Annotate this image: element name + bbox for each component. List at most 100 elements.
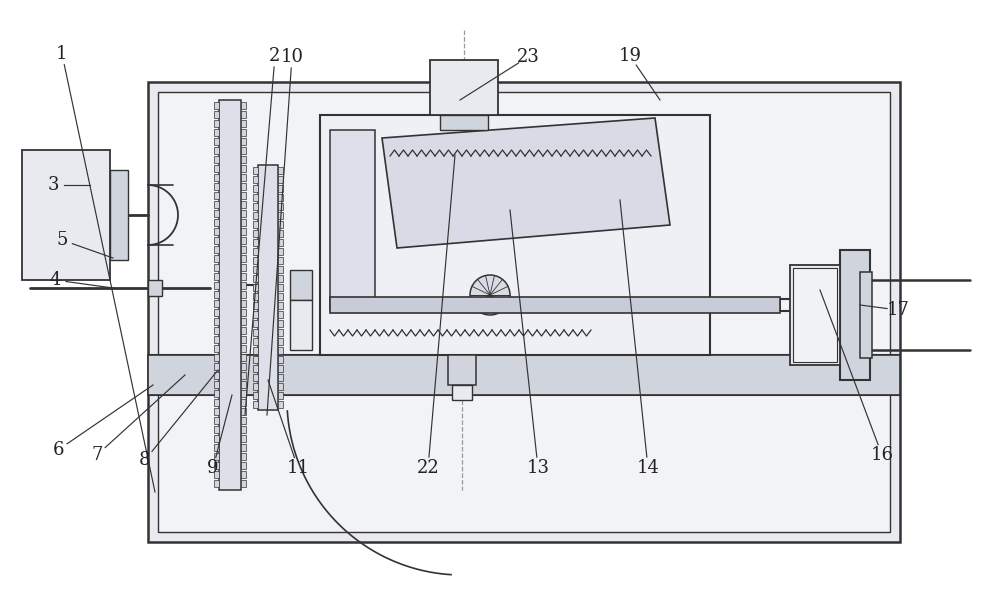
Bar (214, 381, 219, 388)
Bar (214, 165, 219, 172)
Bar (790, 265, 840, 365)
Bar (253, 329, 258, 336)
Bar (214, 453, 219, 460)
Bar (860, 272, 872, 358)
Bar (214, 435, 219, 442)
Bar (214, 183, 219, 190)
Bar (241, 453, 246, 460)
Bar (253, 239, 258, 246)
Bar (241, 165, 246, 172)
Bar (241, 327, 246, 334)
Bar (214, 363, 219, 370)
Bar (214, 174, 219, 181)
Bar (278, 383, 283, 390)
Bar (214, 444, 219, 451)
Bar (241, 192, 246, 199)
Bar (253, 257, 258, 264)
Bar (241, 129, 246, 136)
Bar (278, 338, 283, 345)
Bar (253, 320, 258, 327)
Bar (840, 250, 870, 380)
Bar (214, 201, 219, 208)
Bar (278, 248, 283, 255)
Bar (241, 228, 246, 235)
Bar (278, 347, 283, 354)
Bar (214, 282, 219, 289)
Bar (241, 120, 246, 127)
Bar (253, 284, 258, 291)
Bar (278, 230, 283, 237)
Bar (219, 100, 241, 490)
Bar (253, 230, 258, 237)
Bar (214, 399, 219, 406)
Bar (214, 264, 219, 271)
Bar (241, 255, 246, 262)
Text: 9: 9 (207, 459, 219, 477)
Bar (110, 170, 128, 260)
Bar (278, 257, 283, 264)
Bar (253, 176, 258, 183)
Bar (214, 426, 219, 433)
Bar (253, 338, 258, 345)
Bar (214, 318, 219, 325)
Bar (278, 221, 283, 228)
Bar (278, 284, 283, 291)
Bar (241, 219, 246, 226)
Bar (278, 374, 283, 381)
Bar (253, 221, 258, 228)
Text: 23: 23 (517, 48, 539, 66)
Bar (241, 426, 246, 433)
Bar (214, 102, 219, 109)
Bar (241, 282, 246, 289)
Bar (214, 228, 219, 235)
Bar (253, 275, 258, 282)
Bar (214, 147, 219, 154)
Bar (452, 385, 472, 400)
Bar (241, 372, 246, 379)
Bar (278, 329, 283, 336)
Bar (214, 390, 219, 397)
Bar (241, 444, 246, 451)
Bar (241, 363, 246, 370)
Bar (278, 320, 283, 327)
Bar (253, 185, 258, 192)
Bar (253, 365, 258, 372)
Bar (241, 300, 246, 307)
Text: 13: 13 (526, 459, 550, 477)
Bar (278, 176, 283, 183)
Polygon shape (382, 118, 670, 248)
Bar (330, 297, 780, 313)
Text: 17: 17 (887, 301, 909, 319)
Bar (278, 212, 283, 219)
Bar (241, 345, 246, 352)
Text: 16: 16 (870, 446, 894, 464)
Bar (241, 318, 246, 325)
Bar (253, 203, 258, 210)
Bar (241, 111, 246, 118)
Bar (278, 302, 283, 309)
Text: 6: 6 (52, 441, 64, 459)
Bar (278, 275, 283, 282)
Bar (253, 356, 258, 363)
Bar (214, 354, 219, 361)
Bar (253, 392, 258, 399)
Text: 11: 11 (287, 459, 310, 477)
Bar (214, 129, 219, 136)
Text: 8: 8 (139, 451, 151, 469)
Bar (241, 309, 246, 316)
Bar (253, 212, 258, 219)
Text: 14: 14 (637, 459, 659, 477)
Bar (241, 201, 246, 208)
Bar (793, 268, 837, 362)
Bar (214, 300, 219, 307)
Bar (214, 219, 219, 226)
Bar (241, 390, 246, 397)
Bar (253, 374, 258, 381)
Bar (253, 311, 258, 318)
Text: 4: 4 (49, 271, 61, 289)
Bar (241, 399, 246, 406)
Bar (158, 92, 890, 532)
Bar (278, 239, 283, 246)
Bar (214, 462, 219, 469)
Bar (241, 156, 246, 163)
